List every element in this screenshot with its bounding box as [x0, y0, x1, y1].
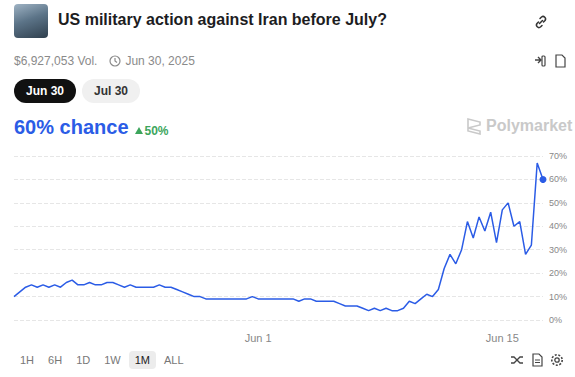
svg-text:70%: 70% — [549, 151, 567, 161]
html-text:1D: 1D — [76, 354, 91, 366]
svg-text:0%: 0% — [549, 315, 562, 325]
svg-text:Jun 15: Jun 15 — [486, 332, 519, 344]
svg-text:Jun 1: Jun 1 — [245, 332, 272, 344]
html-text:1M: 1M — [134, 354, 150, 366]
svg-text:50%: 50% — [549, 198, 567, 208]
html-text:6H: 6H — [48, 354, 63, 366]
html-text:1H: 1H — [20, 354, 35, 366]
html-text:Polymarket: Polymarket — [486, 117, 573, 134]
svg-text:40%: 40% — [549, 221, 567, 231]
svg-text:30%: 30% — [549, 245, 567, 255]
html-text:50%: 50% — [144, 123, 169, 138]
svg-text:60%: 60% — [549, 174, 567, 184]
html-text:60% chance: 60% chance — [14, 116, 129, 138]
html-text:Jun 30: Jun 30 — [26, 84, 64, 98]
svg-text:20%: 20% — [549, 268, 567, 278]
html-text:ALL: ALL — [164, 354, 184, 366]
html-text:US military action against Ira: US military action against Iran before J… — [58, 11, 387, 28]
html-text:Jul 30: Jul 30 — [94, 84, 128, 98]
svg-text:10%: 10% — [549, 292, 567, 302]
html-text:$6,927,053 Vol.: $6,927,053 Vol. — [14, 54, 98, 68]
html-text:Jun 30, 2025: Jun 30, 2025 — [125, 54, 195, 68]
html-text:1W: 1W — [104, 354, 121, 366]
